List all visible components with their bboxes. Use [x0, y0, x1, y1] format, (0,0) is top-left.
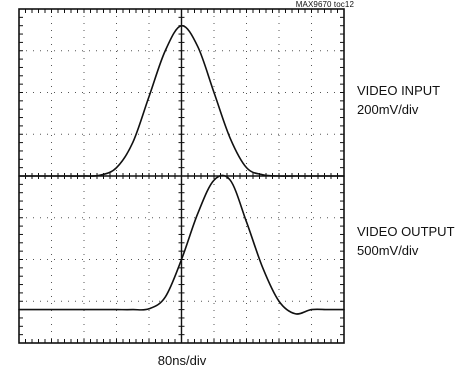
figure-id: MAX9670 toc12	[295, 0, 354, 9]
channel2-scale: 500mV/div	[357, 243, 419, 258]
channel1-scale: 200mV/div	[357, 102, 419, 117]
channel2-name: VIDEO OUTPUT	[357, 224, 455, 239]
video-output-trace	[18, 174, 345, 315]
timebase-label: 80ns/div	[157, 353, 207, 368]
traces	[18, 24, 345, 315]
channel1-name: VIDEO INPUT	[357, 83, 441, 98]
plot-frame	[18, 8, 345, 344]
video-input-trace	[18, 24, 345, 177]
